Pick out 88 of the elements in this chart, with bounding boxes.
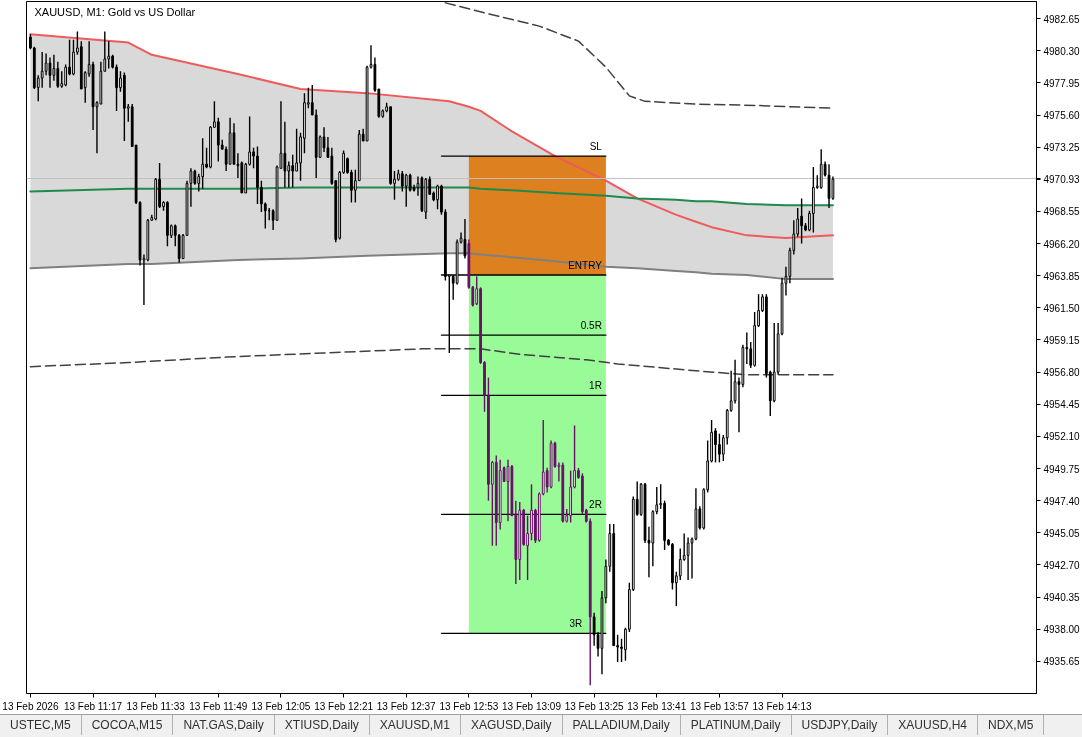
candlestick	[686, 536, 690, 581]
y-tick-label: 4977.95	[1043, 77, 1081, 89]
series-label: SL	[589, 141, 603, 153]
candlestick	[216, 117, 220, 163]
candlestick	[48, 56, 52, 89]
candlestick	[663, 499, 666, 551]
candlestick	[283, 121, 287, 189]
x-tick-label: 13 Feb 12:53	[439, 700, 499, 712]
y-tick-label: 4980.30	[1043, 45, 1081, 57]
x-tick-label: 13 Feb 13:09	[502, 700, 562, 712]
text: XAUUSD,M1	[369, 715, 461, 735]
candlestick	[714, 427, 717, 464]
line-series	[29, 33, 834, 240]
x-tick-label: 13 Feb 12:05	[251, 700, 311, 712]
text: COCOA,M15	[81, 715, 174, 735]
y-tick-label: 4963.85	[1043, 270, 1081, 282]
candlestick	[122, 71, 126, 142]
candlestick	[463, 218, 467, 260]
text: NAT.GAS,Daily	[173, 715, 275, 735]
candlestick	[209, 125, 212, 170]
series-label: ENTRY	[568, 260, 603, 272]
candlestick	[811, 166, 815, 234]
candlestick	[436, 184, 439, 211]
candlestick	[718, 432, 721, 464]
series-label: 0.5R	[580, 320, 602, 332]
series-label: 1R	[589, 380, 602, 392]
x-tick-label: 13 Feb 11:17	[63, 700, 123, 712]
y-tick-label: 4935.65	[1043, 656, 1081, 668]
line-series	[29, 348, 834, 376]
candlestick	[506, 458, 510, 522]
candlestick	[44, 52, 48, 77]
candlestick	[530, 483, 533, 542]
text: PALLADIUM,Daily	[562, 715, 681, 735]
text: XAUUSD,H4	[888, 715, 978, 735]
candlestick	[400, 170, 404, 193]
series-label: 2R	[589, 499, 602, 511]
candlestick	[819, 148, 823, 190]
text: XTIUSD,Daily	[274, 715, 370, 735]
y-tick-label: 4940.35	[1043, 592, 1081, 604]
y-tick-label: 4956.80	[1043, 367, 1081, 379]
y-tick-label: 4949.75	[1043, 463, 1081, 475]
candlestick	[671, 542, 674, 591]
y-tick-label: 4968.55	[1043, 206, 1081, 218]
candlestick	[103, 30, 107, 72]
x-tick-label: 13 Feb 11:49	[189, 700, 248, 712]
series-label: 3R	[569, 618, 583, 630]
y-tick-label: 4982.65	[1043, 13, 1081, 25]
candlestick	[166, 200, 169, 247]
y-tick-label: 4942.70	[1043, 559, 1081, 571]
y-tick-label: 4975.60	[1043, 110, 1081, 122]
candlestick	[389, 106, 392, 186]
x-tick-label: 13 Feb 14:13	[752, 700, 812, 712]
x-tick-label: 13 Feb 13:41	[627, 700, 687, 712]
x-tick-label: 13 Feb 13:57	[689, 700, 750, 712]
candlestick	[827, 163, 831, 209]
x-tick-label: 13 Feb 12:37	[376, 700, 437, 712]
candlestick	[800, 197, 803, 245]
y-tick-label: 4973.25	[1043, 142, 1081, 154]
candlestick	[295, 127, 298, 172]
ref-line-label: 4970.93	[1043, 173, 1081, 185]
text: NDX,M5	[978, 715, 1045, 735]
line-series	[29, 186, 834, 207]
x-tick-label: 13 Feb 11:33	[126, 700, 186, 712]
x-tick-label: 13 Feb 2026	[2, 700, 59, 712]
candlestick	[256, 145, 259, 205]
candlestick	[107, 40, 111, 70]
candlestick	[291, 153, 295, 189]
chart-title: XAUUSD, M1: Gold vs US Dollar	[34, 5, 196, 18]
y-tick-label: 4947.40	[1043, 495, 1081, 507]
y-tick-label: 4938.00	[1043, 624, 1081, 636]
y-tick-label: 4959.15	[1043, 334, 1081, 346]
y-tick-label: 4954.45	[1043, 399, 1081, 411]
y-tick-label: 4952.10	[1043, 431, 1081, 443]
y-tick-label: 4966.20	[1043, 238, 1081, 250]
candlestick	[40, 51, 44, 89]
candlestick	[831, 175, 835, 201]
text: XAGUSD,Daily	[460, 715, 563, 735]
text: USDJPY,Daily	[791, 715, 889, 735]
text: PLATINUM,Daily	[680, 715, 792, 735]
text: USTEC,M5	[0, 715, 82, 735]
candlestick	[72, 39, 75, 77]
x-tick-label: 13 Feb 13:25	[564, 700, 625, 712]
candlestick	[404, 173, 408, 208]
candlestick	[753, 311, 757, 368]
candlestick	[201, 137, 205, 190]
x-tick-label: 13 Feb 12:21	[314, 700, 374, 712]
y-tick-label: 4945.05	[1043, 527, 1081, 539]
y-tick-label: 4961.50	[1043, 302, 1081, 314]
